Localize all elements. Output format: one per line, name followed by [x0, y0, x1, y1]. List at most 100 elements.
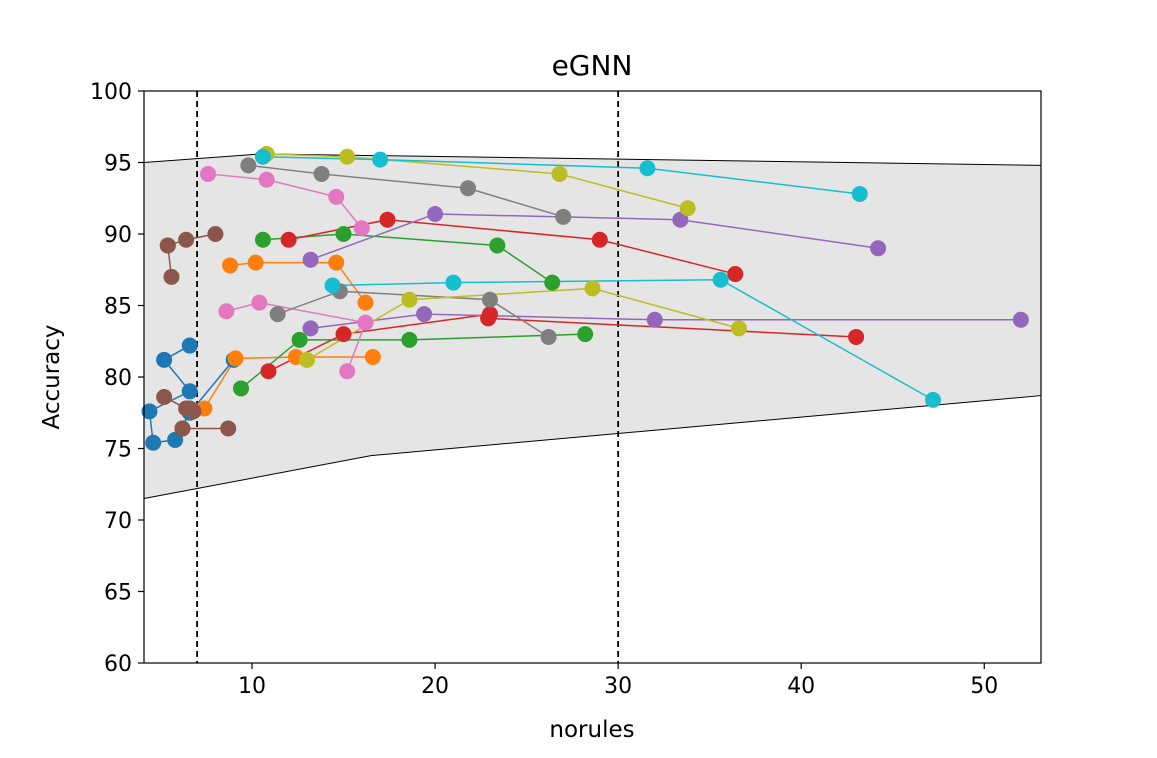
x-axis-title: norules — [549, 717, 634, 743]
data-point-15-2 — [328, 188, 345, 205]
data-point-2-3 — [364, 348, 381, 365]
series-line-7 — [488, 317, 857, 338]
series-line-15 — [207, 173, 363, 229]
data-point-9-2 — [646, 311, 663, 328]
data-point-17-2 — [460, 180, 477, 197]
series-line-2 — [203, 356, 373, 409]
data-point-20-1 — [401, 291, 418, 308]
data-point-22-3 — [924, 391, 941, 408]
data-point-4-1 — [291, 331, 308, 348]
y-tick-label: 75 — [104, 438, 132, 463]
data-point-11-1 — [159, 237, 176, 254]
data-point-0-4 — [145, 434, 162, 451]
data-point-15-0 — [200, 165, 217, 182]
data-point-4-3 — [577, 326, 594, 343]
y-tick-label: 80 — [104, 366, 132, 391]
data-point-14-1 — [220, 420, 237, 437]
series-line-19 — [266, 153, 688, 209]
data-point-15-3 — [353, 220, 370, 237]
data-point-20-2 — [584, 280, 601, 297]
data-point-19-2 — [551, 165, 568, 182]
data-point-21-0 — [254, 148, 271, 165]
x-tick-label: 40 — [787, 674, 815, 699]
data-point-9-3 — [1012, 311, 1029, 328]
data-point-3-2 — [489, 237, 506, 254]
data-point-0-5 — [167, 431, 184, 448]
y-tick-label: 90 — [104, 223, 132, 248]
series-line-17 — [248, 164, 564, 218]
data-point-18-2 — [481, 291, 498, 308]
data-point-3-1 — [335, 226, 352, 242]
data-point-10-2 — [207, 226, 224, 242]
y-axis-title: Accuracy — [39, 324, 65, 429]
data-point-21-1 — [372, 151, 389, 168]
y-tick-label: 65 — [104, 581, 132, 606]
data-point-5-1 — [379, 211, 396, 228]
data-point-21-2 — [639, 160, 656, 177]
data-point-20-0 — [298, 351, 315, 368]
series-line-21 — [262, 156, 860, 195]
data-point-15-1 — [258, 171, 275, 188]
data-point-8-3 — [870, 240, 887, 257]
data-point-3-3 — [544, 274, 561, 291]
data-point-19-1 — [339, 148, 356, 165]
data-point-17-3 — [555, 208, 572, 225]
x-tick-label: 10 — [238, 674, 266, 699]
data-point-3-0 — [254, 231, 271, 248]
series-line-1 — [229, 261, 367, 304]
accuracy-band — [143, 153, 1042, 500]
chart-title: eGNN — [552, 49, 633, 82]
data-point-11-0 — [163, 268, 180, 285]
data-point-12-0 — [156, 389, 173, 406]
plot-area: 10 20 30 40 50 60 65 70 75 80 85 90 95 100 — [90, 80, 1042, 699]
data-point-6-1 — [335, 326, 352, 343]
data-point-17-1 — [313, 165, 330, 182]
data-point-8-1 — [427, 205, 444, 222]
data-point-5-0 — [280, 231, 297, 248]
data-point-16-1 — [251, 294, 268, 311]
data-point-6-0 — [260, 363, 277, 380]
data-point-16-3 — [339, 363, 356, 380]
data-point-14-0 — [174, 420, 191, 437]
data-point-0-2 — [181, 383, 198, 400]
data-point-18-0 — [269, 306, 286, 323]
data-point-16-2 — [357, 314, 374, 331]
data-point-7-1 — [848, 328, 865, 345]
data-point-9-0 — [302, 320, 319, 337]
data-point-1-1 — [247, 254, 264, 271]
data-point-21-3 — [851, 185, 868, 202]
data-point-20-3 — [730, 320, 747, 337]
data-point-1-3 — [357, 294, 374, 311]
data-point-8-0 — [302, 251, 319, 268]
data-point-9-1 — [416, 306, 433, 323]
series-line-16 — [226, 301, 367, 372]
data-point-1-2 — [328, 254, 345, 271]
data-point-17-0 — [240, 157, 257, 174]
data-point-4-2 — [401, 331, 418, 348]
x-tick-label: 50 — [970, 674, 998, 699]
data-point-2-1 — [227, 350, 244, 367]
data-point-19-3 — [679, 200, 696, 217]
data-point-0-0 — [181, 337, 198, 354]
data-point-0-1 — [156, 351, 173, 368]
series-line-22 — [332, 279, 934, 401]
data-point-5-3 — [727, 266, 744, 283]
y-tick-label: 60 — [104, 652, 132, 677]
data-point-0-3 — [141, 403, 158, 420]
x-tick-label: 20 — [421, 674, 449, 699]
y-tick-label: 100 — [90, 80, 132, 105]
y-tick-label: 70 — [104, 509, 132, 534]
y-tick-label: 85 — [104, 295, 132, 320]
data-point-5-2 — [591, 231, 608, 248]
data-point-16-0 — [218, 303, 235, 320]
data-point-13-1 — [181, 400, 198, 417]
data-point-8-2 — [672, 211, 689, 228]
series-line-20 — [306, 287, 740, 361]
y-tick-label: 95 — [104, 152, 132, 177]
data-point-4-0 — [233, 380, 250, 397]
data-point-10-1 — [178, 231, 195, 248]
x-tick-label: 30 — [604, 674, 632, 699]
data-point-22-0 — [324, 277, 341, 294]
data-point-7-0 — [480, 310, 497, 327]
